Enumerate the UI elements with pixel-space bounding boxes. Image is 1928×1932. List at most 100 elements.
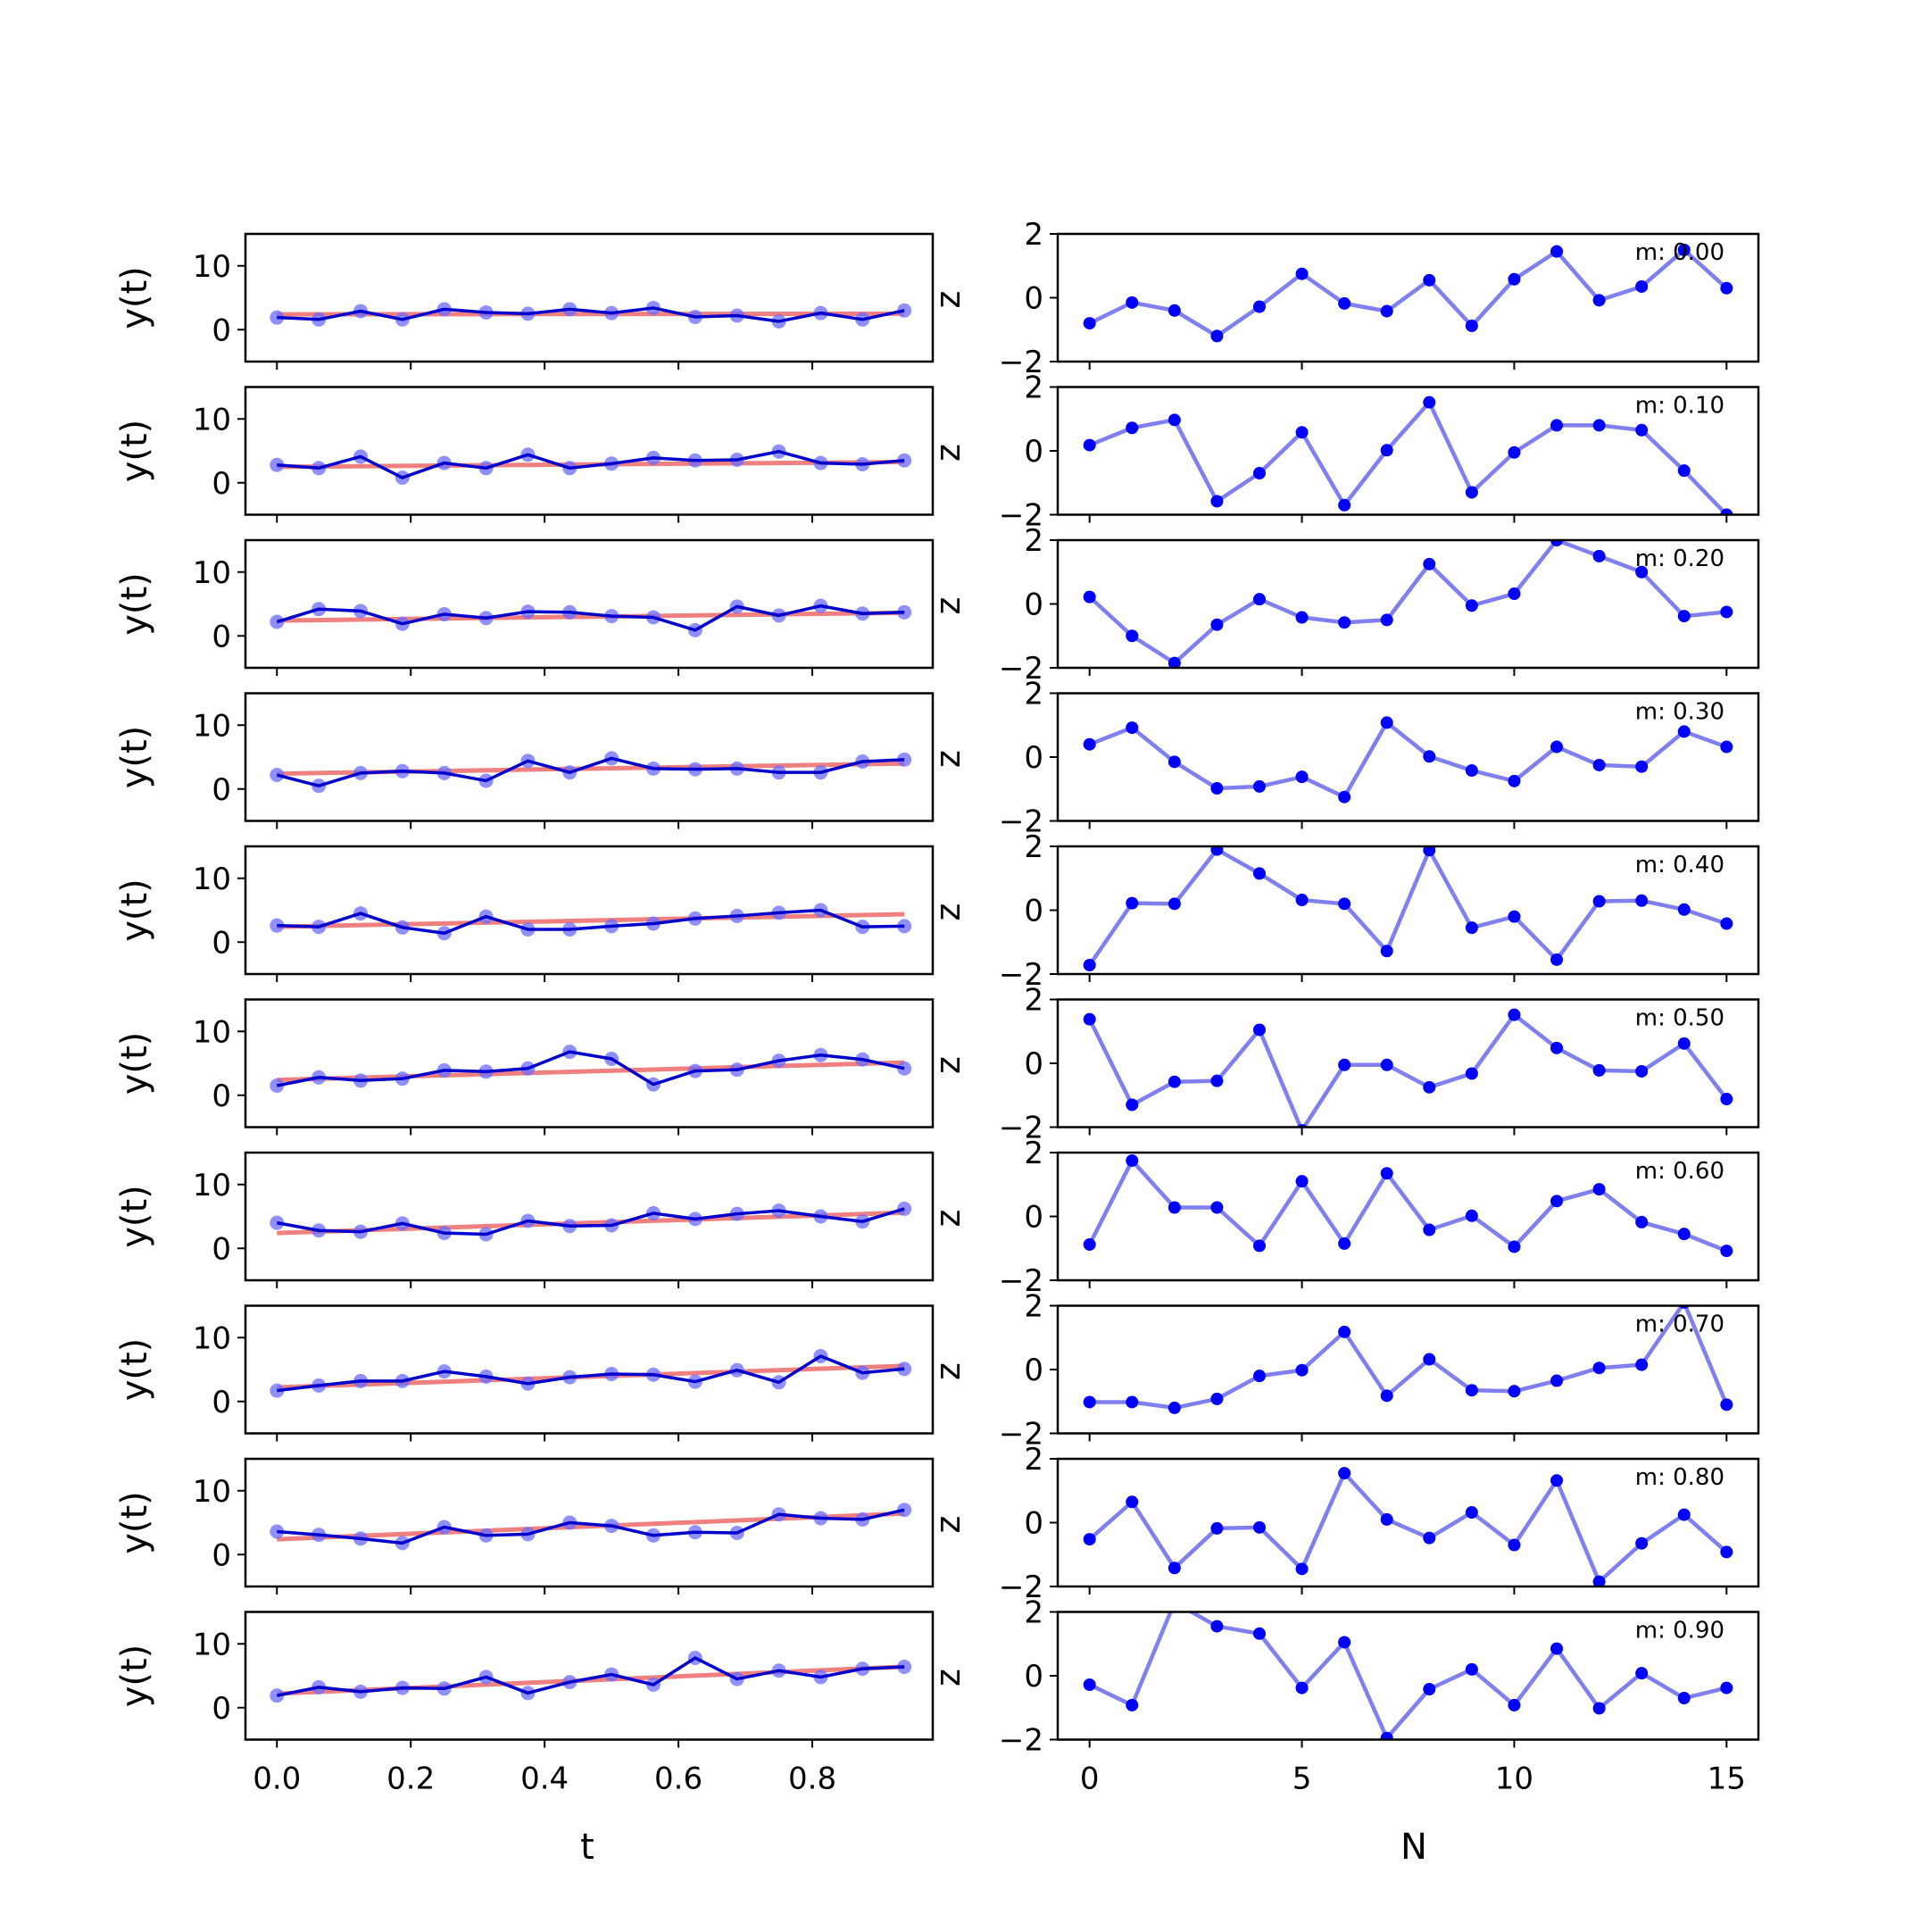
plot-area [1083, 1153, 1733, 1258]
data-point [1295, 770, 1309, 784]
x-tick-label: 15 [1708, 1761, 1746, 1797]
data-line [276, 1207, 905, 1237]
y-axis-label: z [928, 291, 968, 309]
data-point [1592, 1702, 1606, 1715]
left-axes-6: 0 10 y(t) [114, 1151, 935, 1288]
data-point [1338, 1058, 1351, 1071]
data-point [1550, 419, 1564, 432]
y-axis-label: y(t) [114, 1645, 155, 1708]
data-point [1338, 616, 1351, 629]
y-tick-label: 0 [1024, 434, 1043, 470]
data-point [1677, 464, 1691, 478]
data-point [1252, 1627, 1266, 1640]
data-point [1168, 1561, 1181, 1575]
data-point [1550, 1041, 1564, 1054]
data-point [1210, 782, 1224, 795]
plot-area [270, 751, 912, 794]
y-tick-label: 2 [1024, 1289, 1043, 1325]
data-point [1720, 605, 1733, 619]
plot-area [1083, 1467, 1733, 1586]
data-point [1635, 1064, 1649, 1078]
data-point [1423, 396, 1436, 409]
data-point [1677, 243, 1691, 256]
data-point [1168, 897, 1181, 911]
y-tick-label: 0 [1024, 740, 1043, 776]
fit-line [277, 912, 905, 929]
data-point [1677, 610, 1691, 623]
right-axes-8: m: 0.80 −2 0 2 z [928, 1442, 1760, 1605]
data-point [1423, 846, 1436, 857]
y-tick-label: 0 [212, 312, 231, 348]
data-line [277, 1354, 905, 1393]
y-tick-label: −2 [999, 1723, 1043, 1759]
left-axes-4: 0 10 y(t) [114, 845, 935, 982]
right-axes-7: m: 0.70 −2 0 2 z [928, 1289, 1760, 1453]
y-tick-label: −2 [999, 651, 1043, 687]
data-point [1592, 895, 1606, 908]
data-point [1423, 1683, 1436, 1696]
data-point [1168, 1596, 1181, 1609]
plot-area [270, 1045, 912, 1094]
right-axes-6: m: 0.60 −2 0 2 z [928, 1136, 1760, 1299]
data-point [1126, 1153, 1139, 1167]
y-axis-label: z [928, 1210, 968, 1228]
y-tick-label: −2 [999, 804, 1043, 840]
data-line [277, 449, 905, 479]
data-point [1592, 419, 1606, 432]
data-point [1338, 897, 1351, 911]
x-tick-label: 0.8 [788, 1761, 836, 1797]
y-tick-label: −2 [999, 345, 1043, 380]
data-point [1720, 1681, 1733, 1695]
right-axes-5: m: 0.50 −2 0 2 z [928, 983, 1760, 1146]
data-line [1088, 247, 1728, 338]
y-tick-label: 10 [193, 1320, 231, 1356]
data-point [1635, 1536, 1649, 1550]
annotation-label: m: 0.20 [1635, 545, 1724, 572]
y-tick-label: −2 [999, 1417, 1043, 1453]
data-point [1252, 867, 1266, 880]
data-point [1380, 1731, 1393, 1740]
data-point [1678, 1305, 1690, 1309]
left-axes-0: 0 10 y(t) [114, 232, 935, 370]
left-axes-9: 0 10 0.0 0.2 0.4 0.6 0.8 y(t) [114, 1611, 935, 1797]
data-point [1168, 304, 1181, 317]
axes-frame [244, 1611, 935, 1741]
data-point [1635, 894, 1649, 907]
data-line [276, 756, 905, 787]
data-point [1465, 486, 1478, 499]
y-tick-label: 10 [193, 1627, 231, 1662]
y-tick-label: 2 [1024, 677, 1043, 712]
data-point [1423, 1531, 1436, 1545]
data-point [1252, 1239, 1266, 1253]
y-tick-label: 2 [1024, 523, 1043, 559]
data-point [1380, 945, 1393, 958]
data-point [1720, 281, 1733, 295]
annotation-label: m: 0.00 [1635, 239, 1724, 266]
data-point [1083, 737, 1096, 751]
data-point [1465, 921, 1478, 935]
annotation-label: m: 0.70 [1635, 1312, 1724, 1338]
data-point [1677, 1037, 1691, 1050]
data-point [1252, 779, 1266, 793]
data-point [1677, 1692, 1691, 1705]
y-tick-label: 10 [193, 402, 231, 437]
data-point [1210, 1074, 1224, 1087]
y-axis-label: y(t) [114, 572, 155, 636]
plot-area [270, 1348, 912, 1398]
data-point [1635, 565, 1649, 579]
plot-area [270, 903, 912, 941]
data-point [1635, 1667, 1649, 1680]
data-point [1252, 593, 1266, 606]
data-point [1677, 1228, 1691, 1241]
y-axis-label: z [928, 444, 968, 462]
x-tick-label: 0 [1080, 1761, 1100, 1797]
data-point [1423, 557, 1436, 570]
x-tick-label: 0.4 [520, 1761, 569, 1797]
right-axes-9: m: 0.90 −2 0 2 0 5 10 15 z [928, 1595, 1760, 1797]
y-axis-label: y(t) [114, 266, 155, 329]
data-point [1295, 611, 1309, 624]
axes-frame [244, 1304, 935, 1435]
plot-area [1083, 716, 1733, 804]
data-point [1508, 272, 1521, 286]
y-tick-label: −2 [999, 957, 1043, 993]
